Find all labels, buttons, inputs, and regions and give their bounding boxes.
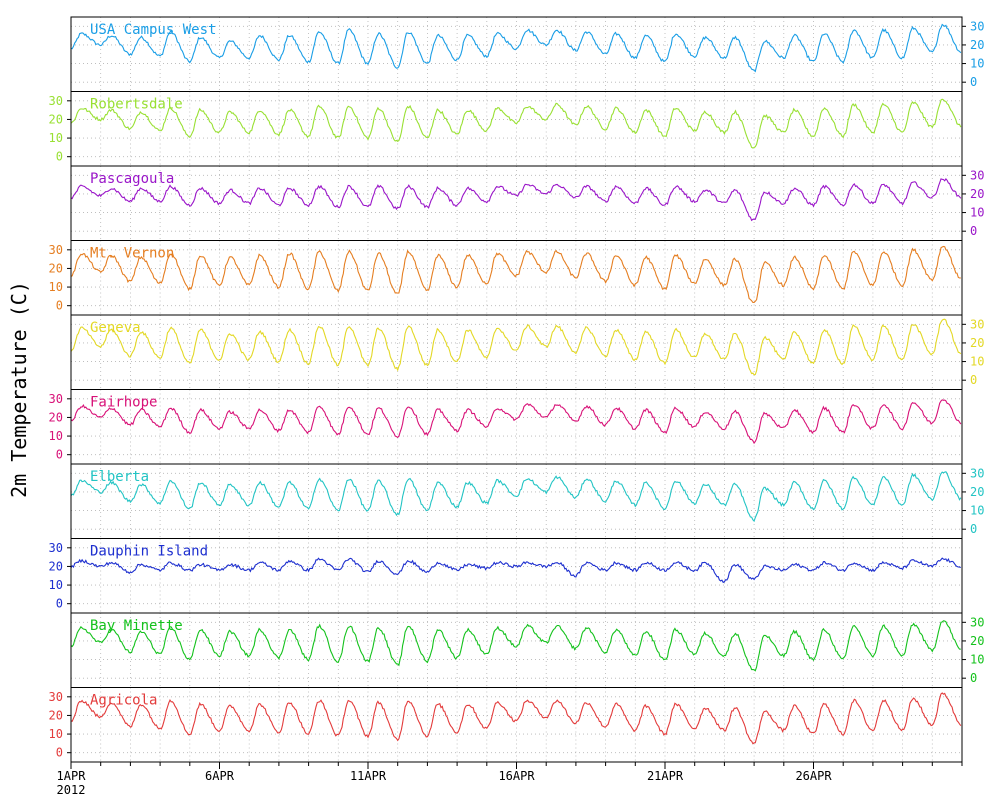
- series-line: [70, 620, 961, 672]
- y-tick-label: 10: [970, 206, 984, 220]
- series-label: Mt. Vernon: [90, 246, 174, 262]
- series-label: USA Campus West: [90, 22, 216, 38]
- y-tick-label: 30: [49, 94, 63, 108]
- x-tick-label: 16APR: [498, 769, 535, 783]
- y-tick-label: 0: [970, 671, 977, 685]
- x-tick-label: 21APR: [647, 769, 684, 783]
- y-tick-label: 0: [56, 597, 63, 611]
- y-tick-label: 30: [49, 392, 63, 406]
- y-tick-label: 30: [970, 19, 984, 33]
- panel-robertsdale: 0 10 20 30 Robertsdale: [49, 91, 963, 167]
- y-tick-label: 30: [970, 317, 984, 331]
- panel-frame: [70, 687, 963, 763]
- series-label: Agricola: [90, 693, 157, 709]
- panel-agricola: 0 10 20 30 Agricola: [49, 687, 963, 763]
- y-tick-label: 0: [56, 448, 63, 462]
- panel-frame: [70, 91, 963, 167]
- x-tick-label: 11APR: [350, 769, 387, 783]
- y-axis-title: 2m Temperature (C): [7, 281, 31, 498]
- series-label: Robertsdale: [90, 97, 183, 113]
- y-tick-label: 20: [970, 634, 984, 648]
- panel-pascagoula: 0 10 20 30 Pascagoula: [70, 165, 984, 241]
- y-tick-label: 0: [970, 522, 977, 536]
- y-tick-label: 20: [49, 559, 63, 573]
- y-tick-label: 30: [970, 168, 984, 182]
- y-tick-label: 30: [970, 615, 984, 629]
- y-tick-label: 20: [970, 485, 984, 499]
- x-tick-label: 6APR: [205, 769, 235, 783]
- panel-usa-campus-west: 0 10 20 30 USA Campus West: [70, 16, 984, 92]
- panel-fairhope: 0 10 20 30 Fairhope: [49, 389, 963, 465]
- y-tick-label: 10: [49, 429, 63, 443]
- x-year-label: 2012: [57, 783, 86, 797]
- y-tick-label: 20: [49, 708, 63, 722]
- y-tick-label: 30: [49, 541, 63, 555]
- series-line: [70, 245, 961, 304]
- series-line: [70, 98, 962, 149]
- panel-frame: [70, 314, 963, 390]
- y-tick-label: 10: [49, 727, 63, 741]
- series-line: [70, 692, 962, 745]
- y-tick-label: 10: [49, 578, 63, 592]
- series-line: [70, 318, 962, 376]
- y-tick-label: 0: [56, 746, 63, 760]
- y-tick-label: 20: [970, 38, 984, 52]
- y-tick-label: 20: [49, 261, 63, 275]
- panel-mt-vernon: 0 10 20 30 Mt. Vernon: [49, 240, 963, 316]
- panel-frame: [70, 463, 963, 539]
- y-tick-label: 30: [49, 243, 63, 257]
- y-tick-label: 0: [970, 224, 977, 238]
- panel-elberta: 0 10 20 30 Elberta: [70, 463, 984, 539]
- series-line: [70, 471, 962, 523]
- panel-bay-minette: 0 10 20 30 Bay Minette: [70, 612, 984, 688]
- y-tick-label: 10: [970, 57, 984, 71]
- y-tick-label: 10: [970, 504, 984, 518]
- y-tick-label: 0: [970, 373, 977, 387]
- series-label: Elberta: [90, 469, 149, 485]
- series-label: Bay Minette: [90, 618, 183, 634]
- y-tick-label: 0: [56, 150, 63, 164]
- y-tick-label: 10: [49, 280, 63, 294]
- y-tick-label: 20: [49, 112, 63, 126]
- series-label: Geneva: [90, 320, 141, 336]
- x-tick-label: 1APR: [57, 769, 87, 783]
- y-tick-label: 10: [970, 653, 984, 667]
- series-label: Fairhope: [90, 395, 157, 411]
- y-tick-label: 10: [49, 131, 63, 145]
- y-tick-label: 10: [970, 355, 984, 369]
- panel-geneva: 0 10 20 30 Geneva: [70, 314, 984, 390]
- y-tick-label: 20: [970, 336, 984, 350]
- y-tick-label: 30: [970, 466, 984, 480]
- series-label: Pascagoula: [90, 171, 174, 187]
- y-tick-label: 0: [970, 75, 977, 89]
- panel-frame: [70, 240, 963, 316]
- series-line: [70, 557, 961, 584]
- series-line: [70, 177, 962, 222]
- series-line: [70, 23, 962, 73]
- series-line: [70, 399, 962, 445]
- y-tick-label: 20: [970, 187, 984, 201]
- y-tick-label: 0: [56, 299, 63, 313]
- y-tick-label: 30: [49, 690, 63, 704]
- panel-frame: [70, 612, 963, 688]
- x-tick-label: 26APR: [795, 769, 832, 783]
- panel-frame: [70, 389, 963, 465]
- series-label: Dauphin Island: [90, 544, 208, 560]
- panel-frame: [70, 165, 963, 241]
- panel-dauphin-island: 0 10 20 30 Dauphin Island: [49, 538, 963, 614]
- y-tick-label: 20: [49, 410, 63, 424]
